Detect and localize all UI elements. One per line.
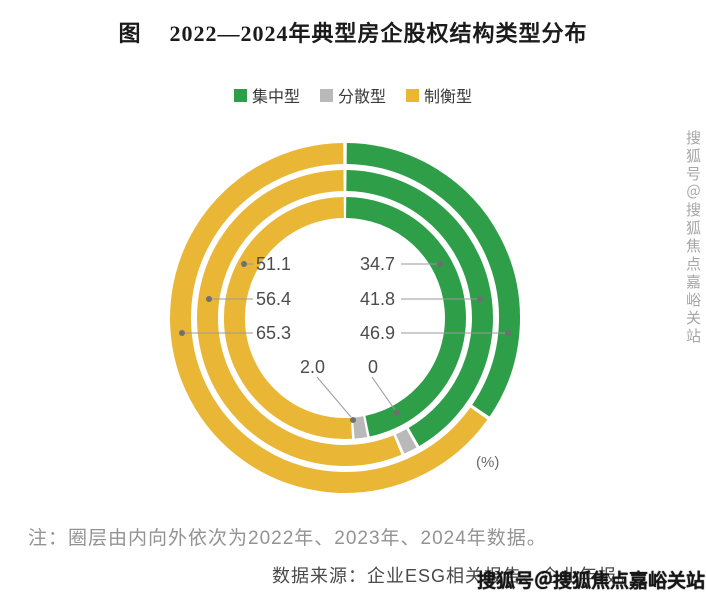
value-balanced-2022: 51.1 <box>256 254 292 274</box>
legend-item-concentrated: 集中型 <box>233 83 300 107</box>
chart-title-text: 2022—2024年典型房企股权结构类型分布 <box>169 21 588 46</box>
ring-2022年-分散型 <box>352 416 368 439</box>
ring-2023年-集中型 <box>346 170 493 447</box>
chart-legend: 集中型 分散型 制衡型 <box>0 83 706 107</box>
legend-label: 集中型 <box>251 89 300 106</box>
value-concentrated-row3: 46.9 <box>360 323 396 343</box>
value-concentrated-row2: 41.8 <box>360 289 396 309</box>
legend-label: 分散型 <box>337 89 386 106</box>
chart-title: 图 2022—2024年典型房企股权结构类型分布 <box>0 16 706 48</box>
unit-label: (%) <box>476 454 500 471</box>
legend-item-dispersed: 分散型 <box>319 83 386 107</box>
watermark-bottom: 搜狐号＠搜狐焦点嘉峪关站 <box>476 571 705 592</box>
data-source: 数据来源：企业ESG相关报告、企业年报。 <box>272 566 637 586</box>
legend-label: 制衡型 <box>424 89 473 106</box>
legend-swatch-gray <box>319 88 333 102</box>
watermark-vertical: 搜狐号＠搜狐焦点嘉峪关站 <box>684 130 701 346</box>
ring-2023年-分散型 <box>395 429 417 454</box>
ring-2022年-制衡型 <box>223 197 353 439</box>
ring-2023年-制衡型 <box>197 170 402 466</box>
leader-lines <box>179 261 511 423</box>
value-dispersed-b: 0 <box>368 357 379 377</box>
value-concentrated-row1: 34.7 <box>360 254 396 274</box>
legend-swatch-yellow <box>406 88 419 102</box>
value-balanced-2023: 56.4 <box>256 289 292 309</box>
legend-swatch-green <box>233 88 247 102</box>
value-dispersed-a: 2.0 <box>300 357 326 377</box>
ring-2024年-集中型 <box>346 143 520 417</box>
ring-2022年-集中型 <box>345 197 466 437</box>
donut-rings <box>170 143 520 493</box>
value-balanced-2024: 65.3 <box>256 323 292 343</box>
legend-item-balanced: 制衡型 <box>406 83 472 107</box>
chart-note: 注：圈层由内向外依次为2022年、2023年、2024年数据。 <box>28 528 547 549</box>
chart-title-prefix: 图 <box>118 21 142 46</box>
ring-2024年-制衡型 <box>170 143 488 493</box>
